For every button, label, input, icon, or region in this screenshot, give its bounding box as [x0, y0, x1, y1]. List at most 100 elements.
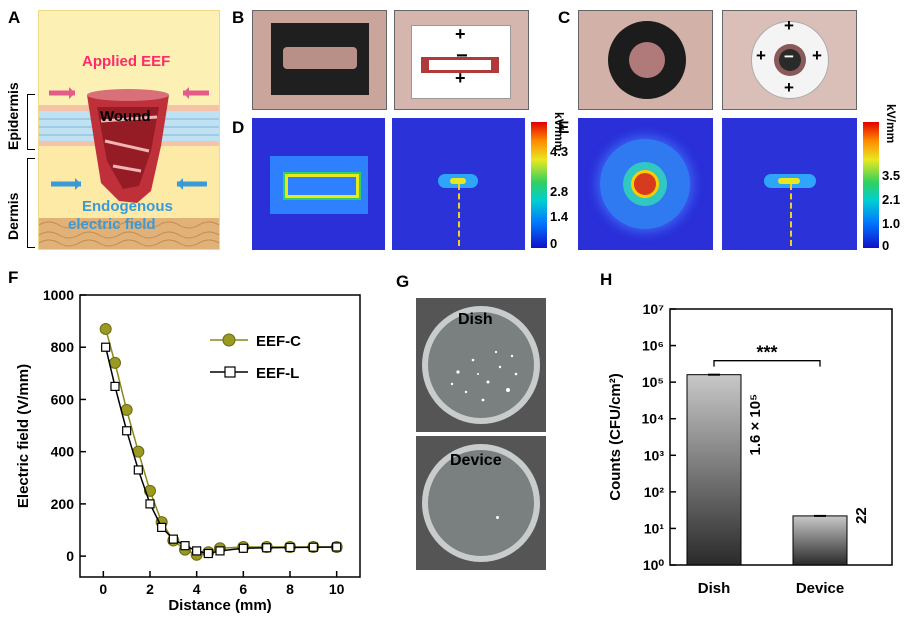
data-point — [192, 546, 202, 556]
plot-frame — [79, 294, 361, 578]
plus-sign: + — [756, 46, 766, 65]
data-point — [109, 356, 121, 369]
panel-label-d: D — [232, 118, 245, 137]
colorbar-tick: 2.1 — [882, 192, 901, 207]
legend-label: EEF-C — [256, 333, 301, 350]
y-tick-label: 0 — [66, 548, 74, 564]
colorbar-tick: 2.8 — [550, 184, 569, 199]
x-axis-title: Distance (mm) — [168, 597, 271, 614]
x-category-label: Device — [796, 580, 844, 597]
y-tick-label: 10³ — [644, 447, 665, 463]
legend-label: EEF-L — [256, 365, 299, 382]
data-point — [110, 381, 120, 391]
series-line — [104, 328, 337, 556]
epidermis-label: Epidermis — [5, 82, 21, 150]
plus-sign: + — [455, 24, 466, 44]
data-point — [203, 548, 213, 559]
wound-photo-circle — [578, 10, 713, 110]
y-tick-label: 10⁰ — [643, 557, 665, 573]
colorbar-d — [531, 122, 547, 248]
colorbar-tick: 4.3 — [550, 144, 569, 159]
significance-bracket — [713, 360, 821, 367]
x-tick-label: 4 — [193, 581, 201, 597]
y-tick-label: 10¹ — [644, 520, 665, 536]
device-photo-rect — [394, 10, 529, 110]
panel-label-f: F — [8, 268, 19, 287]
plus-sign: + — [784, 16, 794, 35]
panel-label-h: H — [600, 270, 613, 289]
endogenous-label-2: electric field — [68, 216, 156, 233]
plus-sign: + — [812, 46, 822, 65]
endogenous-label-1: Endogenous — [82, 198, 173, 215]
field-map-rect-field — [392, 118, 525, 250]
wound-illustration — [38, 10, 220, 250]
series-line — [104, 347, 337, 555]
data-point — [133, 465, 143, 475]
x-category-label: Dish — [698, 580, 731, 597]
wound-photo-rect — [252, 10, 387, 110]
colorbar-tick: 3.5 — [882, 168, 901, 183]
minus-sign: − — [456, 45, 468, 67]
y-axis-title: Counts (CFU/cm²) — [607, 373, 624, 501]
x-tick-label: 0 — [99, 581, 107, 597]
data-point — [238, 543, 248, 553]
epidermis-bracket — [27, 94, 35, 150]
data-point — [101, 342, 111, 352]
device-label: Device — [450, 452, 502, 469]
legend-marker — [224, 366, 236, 378]
colorbar-unit: kV/mm — [552, 112, 566, 152]
colorbar-tick: 1.0 — [882, 216, 901, 231]
data-point — [168, 534, 178, 544]
colorbar-tick: 0 — [882, 238, 890, 253]
y-tick-label: 10⁵ — [642, 374, 664, 390]
dermis-label: Dermis — [5, 192, 21, 240]
data-point — [308, 542, 318, 552]
colorbar-unit: kV/mm — [884, 104, 898, 144]
dish-photo — [416, 298, 546, 432]
panel-label-a: A — [8, 8, 21, 27]
panel-label-g: G — [396, 272, 410, 291]
y-tick-label: 10⁴ — [642, 411, 665, 427]
data-point — [157, 522, 167, 532]
bar — [686, 374, 742, 566]
bar — [792, 515, 848, 566]
wound-illustration-svg — [38, 11, 220, 249]
value-label: 22 — [853, 507, 870, 524]
wound-label: Wound — [100, 108, 151, 125]
field-map-rect-device — [252, 118, 385, 250]
bacteria-count-chart: 10⁰ 10¹ 10² 10³ 10⁴ 10⁵ 10⁶ 10⁷ Counts (CFU/cm²)… — [607, 301, 893, 597]
data-point — [180, 541, 190, 551]
value-label: 1.6 × 10⁵ — [747, 394, 764, 456]
plot-frame — [669, 308, 893, 566]
dermis-bracket — [27, 158, 35, 248]
significance-label: *** — [756, 343, 777, 363]
y-tick-label: 1000 — [43, 287, 74, 303]
x-tick-label: 6 — [239, 581, 247, 597]
device-photo — [416, 436, 546, 570]
data-point — [215, 546, 225, 556]
electric-field-chart: 0 200 400 600 800 1000 0 2 4 6 8 10 Distance (mm) Ele… — [15, 287, 361, 614]
y-tick-label: 200 — [51, 496, 75, 512]
y-tick-label: 400 — [51, 444, 75, 460]
plus-sign: + — [455, 68, 466, 88]
data-point — [99, 322, 112, 335]
device-photo-circle — [722, 10, 857, 110]
colorbar-tick: 1.4 — [550, 209, 569, 224]
plus-sign: + — [784, 78, 794, 97]
applied-eef-label: Applied EEF — [82, 53, 171, 70]
x-tick-label: 10 — [329, 581, 345, 597]
data-point — [145, 499, 155, 509]
colorbar-tick: 0 — [550, 236, 558, 251]
data-point — [122, 426, 132, 436]
y-tick-label: 10² — [644, 484, 665, 500]
dish-label: Dish — [458, 311, 493, 328]
y-tick-label: 10⁶ — [642, 338, 664, 354]
y-tick-label: 600 — [51, 391, 75, 407]
panel-label-c: C — [558, 8, 571, 27]
panel-label-b: B — [232, 8, 245, 27]
colorbar-e — [863, 122, 879, 248]
y-axis-title: Electric field (V/mm) — [15, 364, 32, 508]
field-map-circle-field — [722, 118, 857, 250]
panel-label-e: E — [558, 118, 570, 137]
data-point — [262, 543, 272, 553]
